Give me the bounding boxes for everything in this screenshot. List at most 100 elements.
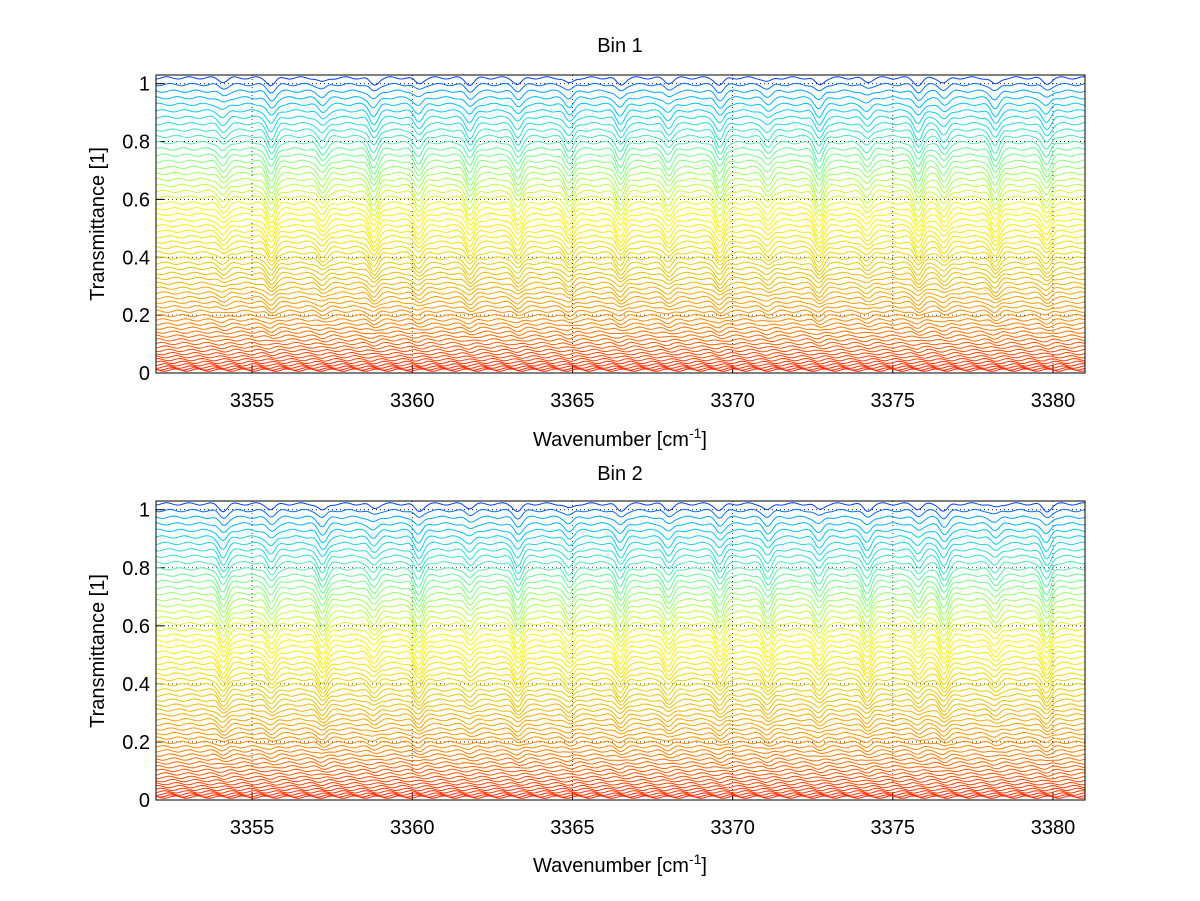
- series-line: [155, 672, 1086, 690]
- series-line: [155, 515, 1086, 528]
- y-tick-label: 0: [139, 790, 150, 812]
- series-line: [155, 745, 1086, 753]
- series-line: [155, 627, 1086, 651]
- series-line: [155, 134, 1086, 155]
- series-line: [155, 318, 1086, 326]
- x-tick-label: 3380: [1031, 817, 1076, 839]
- series-line: [155, 261, 1086, 276]
- series-line: [155, 650, 1086, 671]
- y-tick-labels: 0 0.2 0.4 0.6 0.8 1: [122, 500, 150, 812]
- y-tick-label: 0.6: [122, 189, 150, 211]
- series-line: [155, 787, 1086, 792]
- series-line: [155, 189, 1086, 212]
- series-line: [155, 334, 1086, 340]
- y-tick-label: 1: [139, 500, 150, 522]
- series-line: [155, 528, 1086, 544]
- series-line: [155, 367, 1086, 371]
- series-line: [155, 351, 1086, 357]
- x-tick-label: 3365: [550, 390, 595, 412]
- series-line: [155, 355, 1086, 359]
- series-line: [155, 661, 1086, 681]
- series-line: [155, 693, 1086, 708]
- series-line: [155, 749, 1086, 756]
- series-line: [155, 109, 1086, 126]
- series-line: [155, 89, 1086, 102]
- series-line: [155, 616, 1086, 640]
- series-line: [155, 313, 1086, 322]
- y-tick-label: 0.4: [122, 674, 150, 696]
- series-line: [155, 548, 1086, 568]
- series-line: [155, 639, 1086, 661]
- series-line: [155, 794, 1086, 798]
- series-line: [155, 276, 1086, 289]
- series-line: [155, 177, 1086, 201]
- x-axis-label: Wavenumber [cm-1]: [533, 851, 707, 877]
- series-line: [155, 82, 1086, 94]
- series-line: [156, 585, 1086, 609]
- series-line: [155, 76, 1086, 87]
- series-line: [155, 363, 1086, 367]
- chart-title: Bin 2: [597, 463, 643, 485]
- series-line: [155, 567, 1086, 589]
- series-line: [155, 667, 1086, 686]
- series-line: [155, 245, 1086, 263]
- panel-bin-2: Bin 2 3355 3360 3365 3370 3375 3380 0 0.2 0.4 0.…: [87, 463, 1086, 877]
- series-line: [156, 604, 1086, 628]
- series-line: [155, 656, 1086, 676]
- series-line: [155, 598, 1086, 621]
- series-line: [155, 360, 1086, 365]
- series-line: [155, 772, 1086, 777]
- series-line: [155, 722, 1086, 733]
- x-tick-label: 3370: [710, 817, 755, 839]
- series-line: [155, 775, 1086, 780]
- plot-area: [156, 75, 1085, 373]
- y-axis-label: Transmittance [1]: [87, 574, 109, 728]
- y-axis-label: Transmittance [1]: [87, 147, 109, 301]
- series-line: [155, 183, 1086, 207]
- series-line: [155, 560, 1086, 582]
- series-line: [155, 765, 1086, 771]
- series-group: [155, 76, 1086, 372]
- chart-title: Bin 1: [597, 35, 643, 57]
- series-line: [155, 610, 1086, 634]
- series-line: [155, 713, 1086, 725]
- series-line: [155, 731, 1086, 741]
- series-line: [156, 365, 1086, 369]
- series-line: [155, 115, 1086, 133]
- series-line: [155, 300, 1086, 311]
- x-tick-labels: 3355 3360 3365 3370 3375 3380: [230, 390, 1075, 412]
- series-line: [155, 128, 1086, 148]
- series-line: [155, 778, 1086, 784]
- series-line: [156, 792, 1086, 796]
- series-line: [155, 781, 1086, 787]
- series-line: [155, 140, 1086, 162]
- plot-area: [156, 501, 1085, 800]
- series-line: [155, 330, 1086, 337]
- series-line: [155, 541, 1086, 560]
- series-line: [155, 345, 1086, 350]
- series-line: [155, 573, 1086, 596]
- series-line: [155, 286, 1086, 298]
- series-line: [155, 502, 1085, 513]
- series-line: [155, 508, 1086, 520]
- series-line: [155, 266, 1086, 282]
- x-tick-label: 3380: [1031, 390, 1076, 412]
- panel-bin-1: Bin 1 3355 3360 3365 3370 3375 3380 0 0.2 0.4 0.…: [87, 35, 1086, 451]
- series-line: [155, 633, 1086, 656]
- series-line: [155, 271, 1086, 286]
- series-line: [155, 677, 1086, 694]
- series-line: [155, 644, 1086, 666]
- series-line: [155, 717, 1086, 729]
- series-line: [155, 165, 1086, 189]
- series-group: [155, 502, 1086, 799]
- y-tick-label: 0.8: [122, 558, 150, 580]
- series-line: [155, 326, 1086, 333]
- series-line: [155, 703, 1086, 717]
- series-line: [155, 251, 1086, 268]
- x-tick-label: 3360: [390, 390, 435, 412]
- series-line: [155, 309, 1085, 318]
- series-line: [155, 218, 1086, 240]
- series-line: [155, 784, 1086, 789]
- x-tick-label: 3365: [550, 817, 595, 839]
- series-line: [155, 229, 1086, 249]
